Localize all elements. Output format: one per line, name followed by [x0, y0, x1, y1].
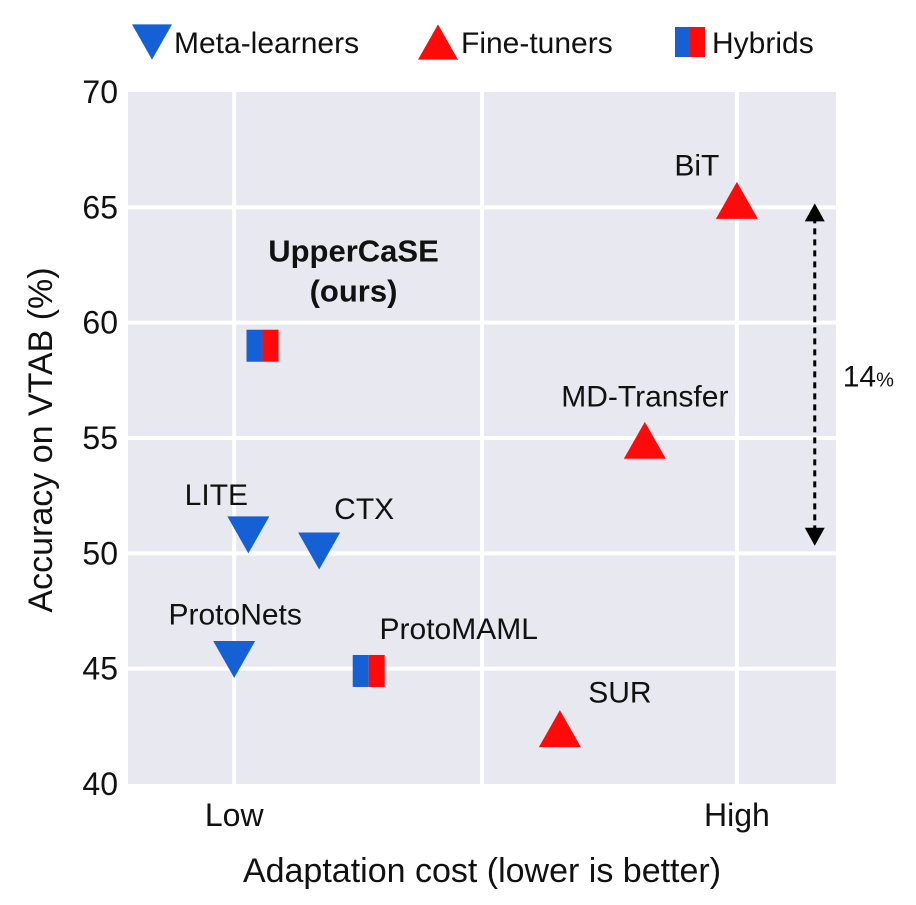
gap-value: 14	[843, 361, 876, 394]
legend-label: Hybrids	[712, 27, 814, 60]
marker-split-square-right	[262, 329, 279, 362]
marker-triangle-down	[213, 640, 256, 678]
point-label-uppercase-ours: UpperCaSE (ours)	[268, 234, 439, 309]
y-tick-label: 60	[82, 305, 118, 341]
point-md-transfer: MD-Transfer	[561, 380, 728, 459]
y-axis-title: Accuracy on VTAB (%)	[22, 267, 60, 612]
point-label-bit: BiT	[674, 149, 719, 182]
y-tick-label: 50	[82, 535, 118, 571]
legend-label: Meta-learners	[174, 27, 359, 60]
gap-arrow-head-bottom	[804, 527, 825, 546]
legend-item-fine-tuners: Fine-tuners	[418, 24, 613, 60]
legend-marker-triangle-down	[132, 24, 172, 60]
legend-item-hybrids: Hybrids	[675, 27, 814, 60]
point-bit: BiT	[674, 149, 758, 219]
gap-annotation: 14%	[804, 203, 894, 546]
point-protomaml: ProtoMAML	[352, 613, 538, 687]
x-tick-label-low: Low	[205, 797, 265, 833]
point-protonets: ProtoNets	[169, 598, 302, 678]
marker-split-square-left	[246, 329, 263, 362]
point-label-protonets: ProtoNets	[169, 598, 302, 631]
x-tick-label-high: High	[704, 797, 770, 833]
y-tick-label: 70	[82, 74, 118, 110]
gap-label: 14%	[843, 361, 894, 394]
y-tick-label: 65	[82, 189, 118, 225]
marker-triangle-down	[227, 516, 270, 554]
marker-triangle-up	[715, 181, 758, 219]
marker-split-square-right	[368, 654, 385, 687]
legend-marker-triangle-up	[418, 24, 458, 60]
point-sur: SUR	[538, 677, 652, 748]
plot-area: 40 45 50 55 60 65 70 Low High	[82, 74, 836, 833]
point-label-lite: LITE	[185, 479, 248, 512]
legend: Meta-learners Fine-tuners Hybrids	[132, 24, 814, 60]
legend-item-meta-learners: Meta-learners	[132, 24, 359, 60]
gap-unit: %	[876, 370, 894, 392]
marker-split-square	[352, 654, 385, 687]
marker-triangle-down	[298, 532, 341, 570]
y-tick-label: 55	[82, 420, 118, 456]
y-tick-label: 40	[82, 766, 118, 802]
legend-label: Fine-tuners	[461, 27, 613, 60]
legend-marker-split-square-right	[690, 27, 705, 57]
point-label-protomaml: ProtoMAML	[380, 613, 538, 646]
y-tick-label: 45	[82, 651, 118, 687]
point-uppercase-ours: UpperCaSE (ours)	[246, 234, 439, 362]
point-lite: LITE	[185, 479, 270, 554]
point-label-ctx: CTX	[334, 493, 394, 526]
point-ctx: CTX	[298, 493, 394, 570]
marker-split-square-left	[352, 654, 369, 687]
data-marks: BiT MD-Transfer SUR LITE CTX ProtoNets ProtoMA…	[169, 149, 758, 748]
point-label-line: UpperCaSE	[268, 234, 439, 269]
x-axis-title: Adaptation cost (lower is better)	[243, 852, 721, 890]
point-label-sur: SUR	[588, 677, 651, 710]
annotations: 14%	[804, 203, 894, 546]
gap-arrow-head-top	[804, 203, 825, 222]
marker-triangle-up	[623, 421, 666, 459]
point-label-md-transfer: MD-Transfer	[561, 380, 728, 413]
point-label-line: (ours)	[310, 274, 398, 309]
legend-marker-split-square-left	[675, 27, 690, 57]
marker-triangle-up	[538, 710, 581, 748]
marker-split-square	[246, 329, 279, 362]
legend-marker-split-square	[675, 27, 705, 57]
